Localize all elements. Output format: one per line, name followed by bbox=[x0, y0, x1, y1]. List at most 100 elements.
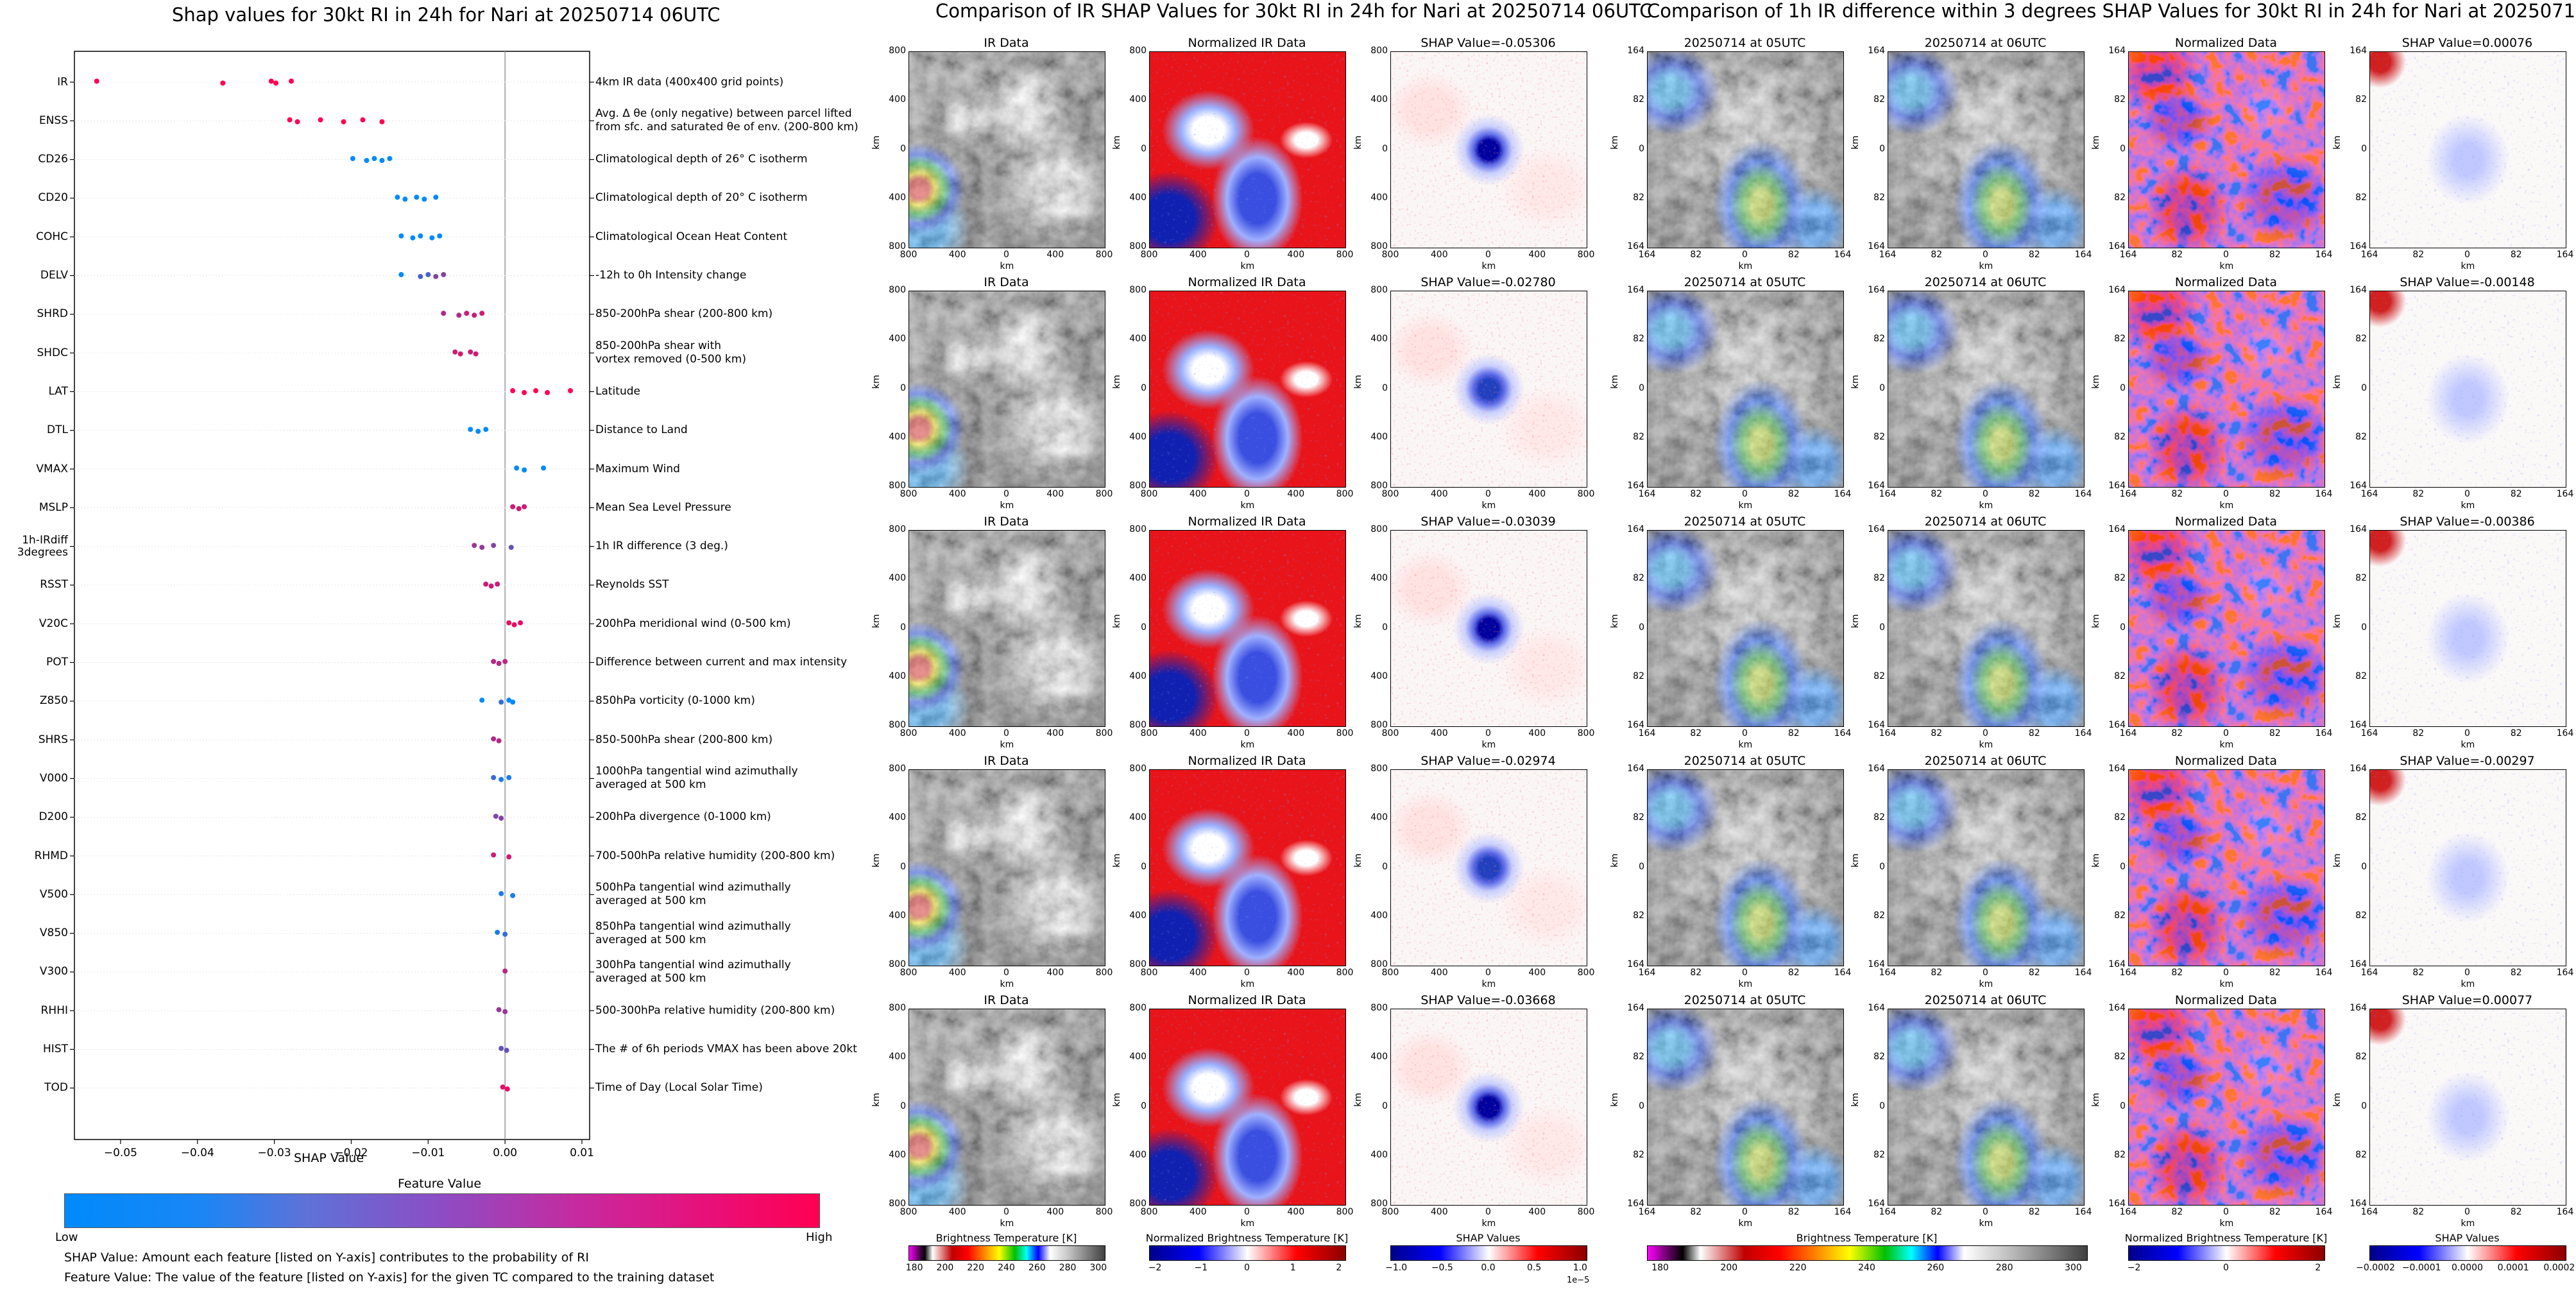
x-tick-label: 0.00 bbox=[493, 1147, 517, 1159]
x-tick-label: 800 bbox=[1577, 728, 1595, 738]
y-tick-label: 800 bbox=[1370, 764, 1388, 774]
x-tick-label: 400 bbox=[1430, 1207, 1448, 1217]
x-tick-label: 400 bbox=[1430, 728, 1448, 738]
y-axis-label: km bbox=[871, 613, 882, 628]
colorbar-tick-label: −1.0 bbox=[1385, 1263, 1408, 1273]
y-tick-label: 164 bbox=[1627, 959, 1644, 969]
x-tick-label: 82 bbox=[2171, 728, 2183, 738]
panel-title: 20250714 at 05UTC bbox=[1684, 754, 1806, 768]
x-tick-label: 82 bbox=[1931, 968, 1943, 978]
x-tick-label: 82 bbox=[2171, 489, 2183, 499]
x-tick-label: 400 bbox=[1046, 250, 1064, 260]
y-tick-label: 800 bbox=[1370, 46, 1388, 56]
y-tick-label: 82 bbox=[2355, 431, 2367, 442]
feature-code-label: RHHI bbox=[40, 1003, 68, 1017]
x-tick-label: 164 bbox=[2119, 250, 2137, 260]
shap-point bbox=[479, 697, 485, 703]
normalized-diff-panel bbox=[2128, 51, 2325, 248]
y-axis-label: km bbox=[871, 1092, 882, 1107]
y-axis-label: km bbox=[1850, 135, 1861, 149]
y-tick-label: 800 bbox=[1370, 1199, 1388, 1209]
y-tick-label: 164 bbox=[1627, 764, 1644, 774]
y-tick-label: 164 bbox=[1627, 481, 1644, 491]
sat-06utc-panel bbox=[1888, 51, 2085, 248]
x-tick-label: 400 bbox=[1287, 250, 1305, 260]
shap-x-axis-label: SHAP Value bbox=[294, 1151, 364, 1165]
y-tick-label: 400 bbox=[1370, 94, 1388, 105]
x-tick-label: 0 bbox=[1244, 728, 1250, 738]
y-tick-label: 164 bbox=[1627, 1003, 1644, 1013]
x-tick-label: 82 bbox=[1787, 728, 1800, 738]
x-axis-label: km bbox=[1000, 740, 1014, 750]
y-axis-label: km bbox=[1112, 135, 1122, 149]
feature-code-label: Z850 bbox=[39, 694, 68, 708]
y-tick-label: 400 bbox=[1370, 192, 1388, 203]
y-tick-label: 400 bbox=[1370, 334, 1388, 345]
y-tick-label: 400 bbox=[1129, 812, 1147, 823]
y-tick-label: 400 bbox=[889, 1149, 906, 1160]
colorbar-tick-label: −0.0002 bbox=[2356, 1263, 2395, 1273]
shap-point bbox=[287, 117, 293, 123]
y-tick-label: 0 bbox=[1141, 622, 1147, 633]
x-tick-label: 164 bbox=[2315, 1207, 2333, 1217]
y-tick-label: 82 bbox=[2114, 1052, 2126, 1063]
y-tick-label: 800 bbox=[889, 1199, 906, 1209]
x-tick-label: 800 bbox=[1577, 1207, 1595, 1217]
x-tick-label: 0 bbox=[1485, 250, 1491, 260]
x-tick-label: 400 bbox=[1528, 968, 1546, 978]
x-tick-label: 164 bbox=[2315, 728, 2333, 738]
y-tick-label: 400 bbox=[1129, 334, 1147, 345]
x-axis-label: km bbox=[1240, 1218, 1255, 1229]
x-tick-label: 164 bbox=[2074, 728, 2092, 738]
panel-title: 20250714 at 05UTC bbox=[1684, 993, 1806, 1007]
y-tick-label: 800 bbox=[1370, 720, 1388, 730]
y-tick-label: 800 bbox=[1129, 959, 1147, 969]
y-tick-label: 0 bbox=[1879, 861, 1885, 872]
feature-code-label: DTL bbox=[47, 423, 68, 437]
y-tick-label: 82 bbox=[1873, 812, 1885, 823]
shap-point bbox=[491, 543, 497, 549]
shap-point bbox=[510, 504, 516, 509]
panel-title: Normalized IR Data bbox=[1188, 275, 1306, 289]
shap-point bbox=[545, 389, 550, 395]
y-tick-label: 164 bbox=[2350, 1003, 2367, 1013]
x-tick-label: 400 bbox=[1189, 250, 1207, 260]
x-tick-label: 164 bbox=[1879, 968, 1897, 978]
shap-point bbox=[514, 465, 520, 471]
y-tick-label: 82 bbox=[1633, 431, 1644, 442]
feature-code-label: 1h-IRdiff 3degrees bbox=[17, 533, 68, 559]
shap-point bbox=[472, 312, 477, 318]
x-tick-label: 400 bbox=[1189, 1207, 1207, 1217]
x-axis-label: km bbox=[1979, 979, 1993, 989]
x-tick-label: 400 bbox=[1046, 728, 1064, 738]
shap-point bbox=[379, 158, 385, 164]
y-axis-label: km bbox=[2091, 613, 2101, 628]
shap-plot-title: Shap values for 30kt RI in 24h for Nari … bbox=[172, 4, 721, 26]
y-tick-label: 0 bbox=[1382, 622, 1388, 633]
x-tick-label: 82 bbox=[2412, 489, 2425, 499]
y-axis-label: km bbox=[871, 374, 882, 389]
x-tick-label: 800 bbox=[1095, 250, 1113, 260]
panel-title: Normalized IR Data bbox=[1188, 993, 1306, 1007]
sat-05utc-panel bbox=[1647, 51, 1844, 248]
shap-point bbox=[499, 1046, 504, 1051]
y-tick-label: 164 bbox=[1868, 285, 1885, 295]
y-tick-label: 82 bbox=[2355, 573, 2367, 584]
feature-description-label: Maximum Wind bbox=[595, 462, 680, 475]
x-tick-label: 82 bbox=[2510, 968, 2522, 978]
y-tick-label: 0 bbox=[1639, 1100, 1644, 1111]
shap-point bbox=[418, 274, 423, 279]
x-tick-label: 0 bbox=[2464, 728, 2470, 738]
y-tick-label: 0 bbox=[2361, 143, 2367, 154]
y-tick-label: 400 bbox=[1129, 573, 1147, 584]
y-tick-label: 800 bbox=[1370, 241, 1388, 252]
colorbar-tick-label: 220 bbox=[1789, 1263, 1807, 1273]
y-tick-label: 800 bbox=[889, 524, 906, 534]
y-tick-label: 0 bbox=[2120, 1100, 2126, 1111]
x-tick-label: 0 bbox=[1742, 728, 1748, 738]
sat-06utc-panel bbox=[1888, 291, 2085, 488]
y-tick-label: 82 bbox=[1873, 1052, 1885, 1063]
y-axis-label: km bbox=[2332, 853, 2342, 867]
y-tick-label: 82 bbox=[2114, 670, 2126, 681]
y-tick-label: 82 bbox=[1633, 192, 1644, 203]
